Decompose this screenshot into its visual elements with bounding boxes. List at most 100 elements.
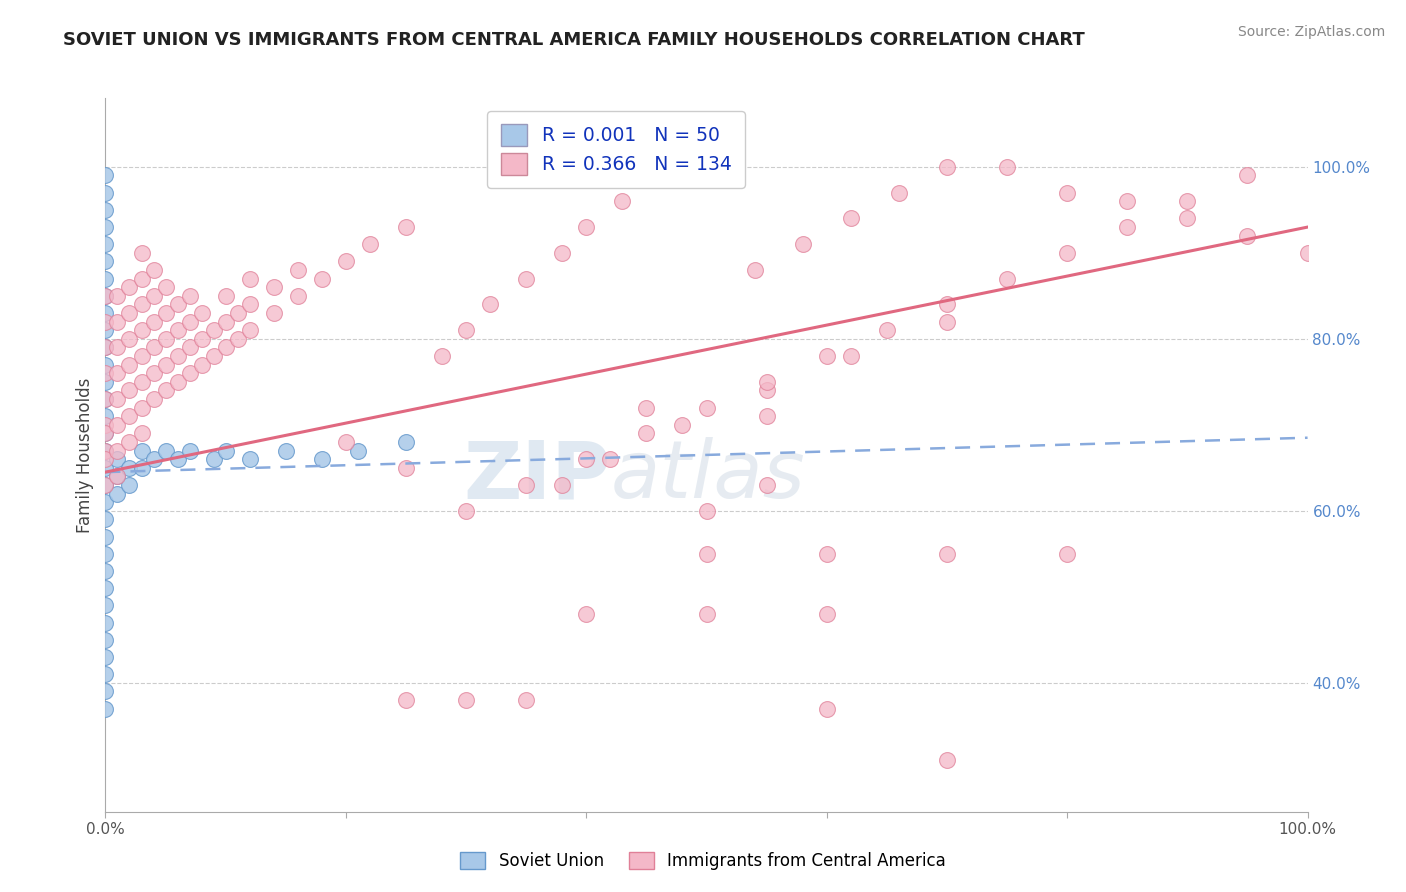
Point: [311, 452, 333, 467]
Point: [94, 315, 117, 329]
Point: [142, 289, 165, 303]
Point: [755, 384, 778, 398]
Point: [94, 615, 117, 630]
Point: [94, 254, 117, 268]
Point: [815, 547, 838, 561]
Point: [107, 315, 129, 329]
Point: [118, 384, 141, 398]
Point: [118, 306, 141, 320]
Y-axis label: Family Households: Family Households: [76, 377, 94, 533]
Point: [94, 289, 117, 303]
Point: [1236, 169, 1258, 183]
Point: [94, 220, 117, 235]
Point: [94, 409, 117, 424]
Point: [94, 684, 117, 698]
Point: [287, 263, 309, 277]
Point: [107, 392, 129, 406]
Point: [94, 341, 117, 355]
Point: [118, 435, 141, 450]
Point: [131, 349, 153, 363]
Point: [995, 160, 1018, 174]
Point: [94, 478, 117, 492]
Point: [755, 409, 778, 424]
Point: [131, 401, 153, 415]
Point: [155, 384, 177, 398]
Point: [515, 478, 537, 492]
Point: [118, 332, 141, 346]
Point: [876, 323, 898, 337]
Point: [94, 417, 117, 432]
Point: [936, 297, 959, 311]
Point: [239, 323, 262, 337]
Point: [131, 271, 153, 285]
Point: [94, 701, 117, 715]
Point: [94, 650, 117, 665]
Point: [792, 237, 814, 252]
Text: atlas: atlas: [610, 437, 806, 516]
Point: [142, 452, 165, 467]
Point: [107, 289, 129, 303]
Point: [636, 401, 658, 415]
Point: [118, 409, 141, 424]
Point: [755, 478, 778, 492]
Point: [94, 392, 117, 406]
Point: [359, 237, 381, 252]
Point: [94, 323, 117, 337]
Point: [94, 478, 117, 492]
Point: [131, 426, 153, 441]
Point: [214, 341, 236, 355]
Point: [454, 693, 477, 707]
Point: [395, 220, 418, 235]
Point: [202, 452, 225, 467]
Point: [936, 160, 959, 174]
Point: [94, 306, 117, 320]
Text: ZIP: ZIP: [463, 437, 610, 516]
Point: [107, 469, 129, 483]
Point: [1175, 194, 1198, 209]
Point: [839, 211, 862, 226]
Point: [551, 245, 574, 260]
Point: [190, 332, 212, 346]
Point: [166, 349, 188, 363]
Legend: R = 0.001   N = 50, R = 0.366   N = 134: R = 0.001 N = 50, R = 0.366 N = 134: [488, 112, 745, 188]
Point: [815, 701, 838, 715]
Point: [335, 435, 357, 450]
Text: Source: ZipAtlas.com: Source: ZipAtlas.com: [1237, 25, 1385, 39]
Point: [887, 186, 910, 200]
Point: [1116, 194, 1139, 209]
Point: [1056, 547, 1078, 561]
Point: [107, 469, 129, 483]
Point: [202, 323, 225, 337]
Point: [94, 202, 117, 217]
Point: [395, 435, 418, 450]
Point: [815, 349, 838, 363]
Point: [647, 169, 669, 183]
Point: [696, 547, 718, 561]
Point: [94, 289, 117, 303]
Point: [94, 375, 117, 389]
Point: [94, 392, 117, 406]
Point: [755, 375, 778, 389]
Point: [131, 245, 153, 260]
Point: [214, 289, 236, 303]
Text: SOVIET UNION VS IMMIGRANTS FROM CENTRAL AMERICA FAMILY HOUSEHOLDS CORRELATION CH: SOVIET UNION VS IMMIGRANTS FROM CENTRAL …: [63, 31, 1085, 49]
Point: [575, 220, 598, 235]
Point: [94, 271, 117, 285]
Point: [94, 452, 117, 467]
Point: [131, 460, 153, 475]
Point: [107, 452, 129, 467]
Point: [1116, 220, 1139, 235]
Point: [575, 452, 598, 467]
Point: [395, 693, 418, 707]
Point: [599, 452, 621, 467]
Point: [131, 297, 153, 311]
Point: [1056, 245, 1078, 260]
Point: [166, 323, 188, 337]
Point: [94, 599, 117, 613]
Point: [815, 607, 838, 621]
Point: [263, 280, 285, 294]
Point: [479, 297, 502, 311]
Point: [94, 460, 117, 475]
Point: [107, 443, 129, 458]
Point: [995, 271, 1018, 285]
